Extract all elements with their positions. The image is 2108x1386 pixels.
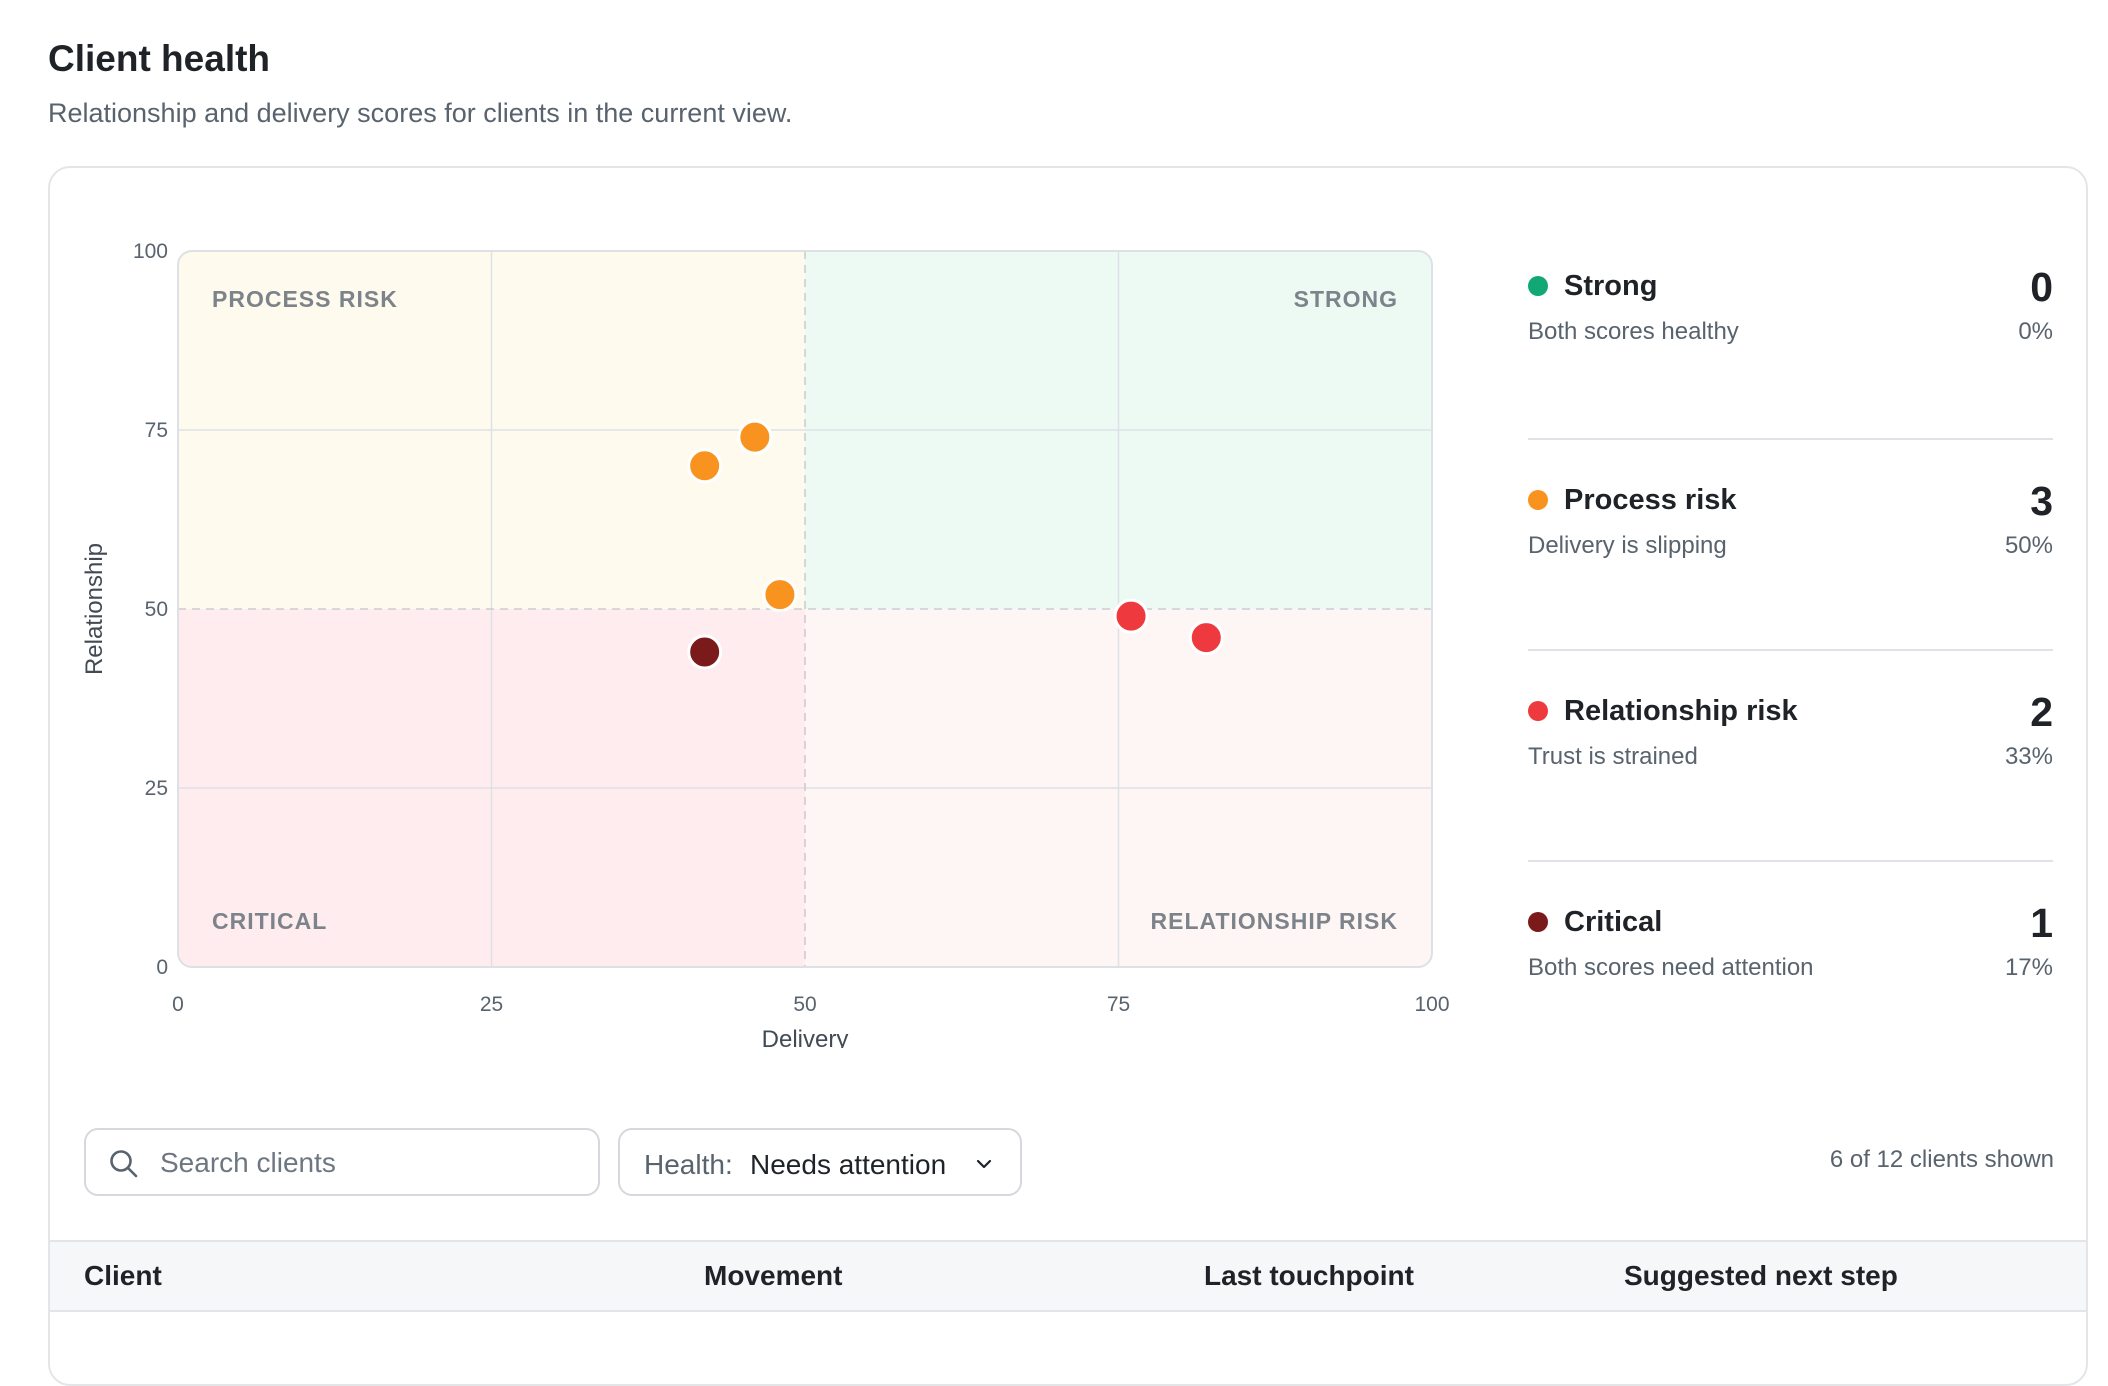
page-subtitle: Relationship and delivery scores for cli… bbox=[48, 98, 793, 128]
legend-count: 2 bbox=[2030, 689, 2053, 735]
legend-name: Process risk bbox=[1564, 484, 1737, 516]
x-tick-label: 0 bbox=[172, 993, 184, 1016]
legend-description: Both scores healthy bbox=[1528, 318, 1739, 345]
legend-name: Relationship risk bbox=[1564, 695, 1798, 727]
search-icon bbox=[110, 1150, 138, 1178]
quadrant-label-process-risk: PROCESS RISK bbox=[212, 286, 398, 312]
quadrant-scatter-chart: PROCESS RISK STRONG CRITICAL RELATIONSHIP R… bbox=[81, 240, 1450, 1048]
x-tick-label: 25 bbox=[480, 993, 503, 1016]
data-point-relationship-risk[interactable] bbox=[1113, 598, 1149, 634]
quadrant-label-strong: STRONG bbox=[1294, 286, 1398, 312]
relationship-risk-dot-icon bbox=[1528, 701, 1548, 721]
chevron-down-icon bbox=[976, 1159, 992, 1169]
legend-percent: 17% bbox=[2004, 954, 2053, 981]
critical-dot-icon bbox=[1528, 912, 1548, 932]
legend-count: 3 bbox=[2030, 478, 2053, 524]
data-point-relationship-risk[interactable] bbox=[1188, 620, 1224, 656]
health-filter-label: Health: bbox=[644, 1149, 733, 1180]
table-header: Client Movement Last touchpoint Suggeste… bbox=[50, 1240, 2086, 1312]
legend-count: 1 bbox=[2030, 900, 2053, 946]
column-header-movement[interactable]: Movement bbox=[704, 1260, 843, 1291]
page-title: Client health bbox=[48, 38, 271, 79]
legend-percent: 33% bbox=[2004, 743, 2053, 770]
y-tick-label: 100 bbox=[133, 240, 168, 263]
health-filter-value: Needs attention bbox=[750, 1149, 947, 1180]
data-point-critical[interactable] bbox=[687, 634, 723, 670]
legend-description: Trust is strained bbox=[1528, 743, 1698, 770]
y-tick-label: 50 bbox=[145, 598, 168, 621]
x-axis-title: Delivery bbox=[762, 1026, 849, 1048]
column-header-last-touchpoint[interactable]: Last touchpoint bbox=[1204, 1260, 1414, 1291]
legend-item-strong[interactable]: Strong Both scores healthy 0 0% bbox=[1528, 264, 2053, 438]
process-risk-dot-icon bbox=[1528, 490, 1548, 510]
legend-description: Delivery is slipping bbox=[1528, 532, 1727, 559]
legend-percent: 0% bbox=[2018, 318, 2053, 345]
legend-item-critical[interactable]: Critical Both scores need attention 1 17… bbox=[1528, 860, 2053, 1071]
search-field[interactable] bbox=[84, 1128, 600, 1196]
legend-item-relationship-risk[interactable]: Relationship risk Trust is strained 2 33… bbox=[1528, 649, 2053, 860]
column-header-suggested-next-step[interactable]: Suggested next step bbox=[1624, 1260, 1898, 1291]
legend-description: Both scores need attention bbox=[1528, 954, 1814, 981]
strong-dot-icon bbox=[1528, 276, 1548, 296]
plot-border bbox=[177, 250, 1433, 968]
y-tick-label: 0 bbox=[156, 956, 168, 979]
client-health-card: PROCESS RISK STRONG CRITICAL RELATIONSHIP R… bbox=[48, 166, 2088, 1386]
health-filter-dropdown[interactable]: Health: Needs attention bbox=[618, 1128, 1022, 1196]
data-point-process-risk[interactable] bbox=[687, 448, 723, 484]
data-point-process-risk[interactable] bbox=[762, 577, 798, 613]
legend-name: Strong bbox=[1564, 270, 1658, 302]
x-tick-label: 100 bbox=[1414, 993, 1449, 1016]
data-point-process-risk[interactable] bbox=[737, 419, 773, 455]
y-axis-title: Relationship bbox=[81, 543, 108, 675]
legend-item-process-risk[interactable]: Process risk Delivery is slipping 3 50% bbox=[1528, 438, 2053, 649]
results-count: 6 of 12 clients shown bbox=[1829, 1146, 2054, 1173]
y-tick-label: 25 bbox=[145, 777, 168, 800]
search-input[interactable] bbox=[158, 1140, 582, 1186]
quadrant-label-relationship-risk: RELATIONSHIP RISK bbox=[1151, 908, 1398, 934]
legend-count: 0 bbox=[2030, 264, 2053, 310]
health-legend: Strong Both scores healthy 0 0% Process … bbox=[1528, 264, 2053, 1071]
quadrant-label-critical: CRITICAL bbox=[212, 908, 327, 934]
legend-name: Critical bbox=[1564, 906, 1663, 938]
x-tick-label: 50 bbox=[793, 993, 816, 1016]
y-tick-label: 75 bbox=[145, 419, 168, 442]
x-tick-label: 75 bbox=[1107, 993, 1130, 1016]
column-header-client[interactable]: Client bbox=[84, 1260, 162, 1291]
legend-percent: 50% bbox=[2004, 532, 2053, 559]
